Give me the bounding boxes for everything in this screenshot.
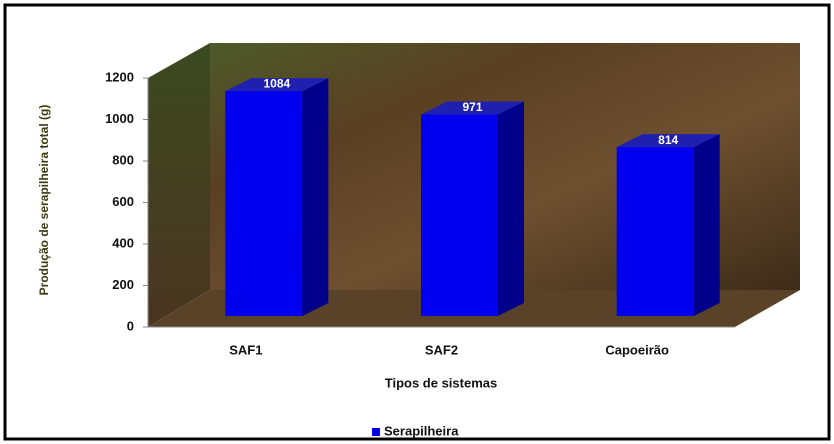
- bar-side: [498, 102, 524, 316]
- x-tick-label: SAF2: [425, 342, 458, 357]
- bar-side: [694, 134, 720, 316]
- legend-swatch: [372, 428, 380, 436]
- y-tick-label: 200: [112, 277, 134, 292]
- value-label: 814: [658, 133, 678, 147]
- value-label: 1084: [263, 77, 290, 91]
- legend-label: Serapilheira: [384, 423, 459, 438]
- y-tick-label: 400: [112, 235, 134, 250]
- y-tick-label: 1000: [105, 111, 134, 126]
- x-tick-label: Capoeirão: [605, 342, 669, 357]
- chart: Produção de serapilheira total (g) Tipos…: [0, 0, 834, 444]
- bar: [225, 91, 302, 316]
- y-tick-label: 600: [112, 194, 134, 209]
- y-tick-label: 800: [112, 152, 134, 167]
- bar: [421, 115, 498, 316]
- y-tick-label: 0: [127, 318, 134, 333]
- bar-side: [302, 78, 328, 316]
- y-axis-title: Produção de serapilheira total (g): [37, 105, 51, 296]
- bar: [617, 147, 694, 316]
- x-tick-label: SAF1: [229, 342, 262, 357]
- y-tick-label: 1200: [105, 69, 134, 84]
- x-axis-title: Tipos de sistemas: [385, 375, 497, 390]
- side-wall: [148, 43, 210, 327]
- value-label: 971: [462, 100, 482, 114]
